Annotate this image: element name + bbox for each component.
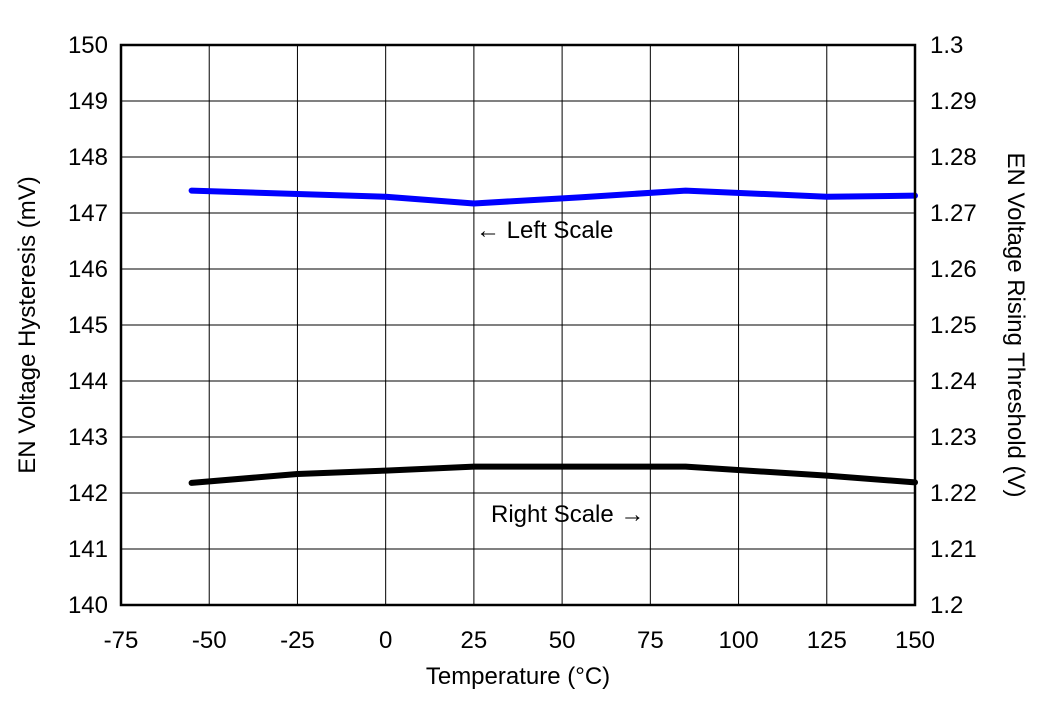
y2-tick-label: 1.23 (930, 424, 977, 451)
y-tick-label: 149 (68, 88, 108, 115)
x-tick-label: -25 (280, 627, 315, 654)
y-tick-label: 144 (68, 368, 108, 395)
x-tick-label: -50 (192, 627, 227, 654)
series-line-right (188, 463, 918, 486)
y-tick-label: 143 (68, 424, 108, 451)
y2-tick-label: 1.24 (930, 368, 977, 395)
annotation-right-scale: Right Scale → (491, 501, 644, 528)
y2-tick-label: 1.3 (930, 32, 963, 59)
y2-tick-label: 1.25 (930, 312, 977, 339)
y2-tick-label: 1.21 (930, 536, 977, 563)
y2-axis-label: EN Voltage Rising Threshold (V) (1002, 152, 1029, 497)
y-tick-label: 148 (68, 144, 108, 171)
y-tick-label: 145 (68, 312, 108, 339)
y2-tick-label: 1.28 (930, 144, 977, 171)
x-tick-label: 0 (379, 627, 392, 654)
annotation-left-scale: ← Left Scale (476, 217, 613, 244)
y2-tick-label: 1.2 (930, 592, 963, 619)
plot-frame (119, 43, 917, 607)
x-tick-label: 75 (637, 627, 664, 654)
y-tick-label: 140 (68, 592, 108, 619)
x-tick-label: 25 (461, 627, 488, 654)
y2-tick-label: 1.27 (930, 200, 977, 227)
y-tick-label: 147 (68, 200, 108, 227)
x-axis-label: Temperature (°C) (426, 663, 610, 690)
x-tick-label: -75 (104, 627, 139, 654)
x-tick-label: 125 (807, 627, 847, 654)
x-tick-label: 150 (895, 627, 935, 654)
y-tick-label: 146 (68, 256, 108, 283)
y2-tick-label: 1.26 (930, 256, 977, 283)
y2-tick-label: 1.29 (930, 88, 977, 115)
y-tick-label: 150 (68, 32, 108, 59)
y-axis-label: EN Voltage Hysteresis (mV) (14, 176, 41, 473)
y2-tick-label: 1.22 (930, 480, 977, 507)
series-line-left (188, 187, 918, 207)
x-tick-label: 100 (719, 627, 759, 654)
x-tick-label: 50 (549, 627, 576, 654)
y-tick-label: 142 (68, 480, 108, 507)
y-tick-label: 141 (68, 536, 108, 563)
